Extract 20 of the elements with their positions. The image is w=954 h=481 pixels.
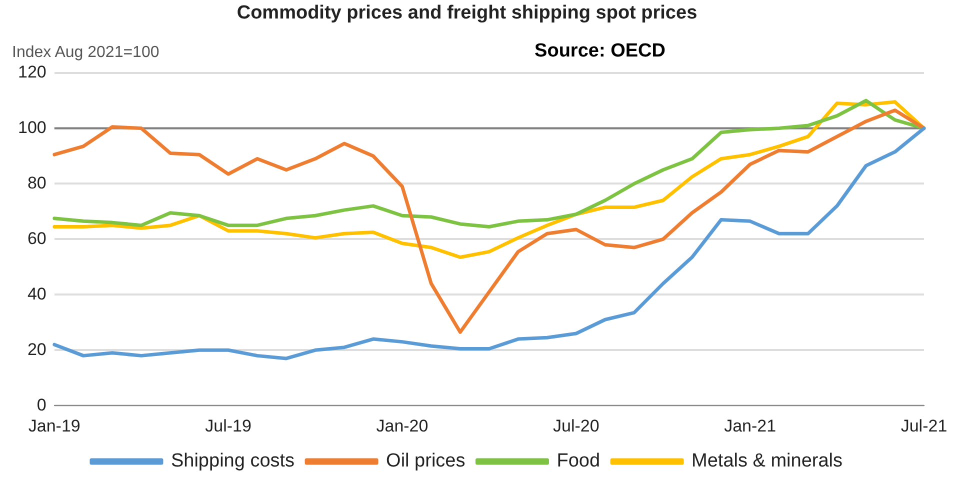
x-tick-label: Jan-19 — [28, 416, 80, 436]
legend-label: Metals & minerals — [692, 450, 843, 472]
x-tick-label: Jan-20 — [376, 416, 428, 436]
legend-label: Shipping costs — [170, 450, 295, 472]
y-tick-label: 100 — [18, 118, 46, 137]
x-tick-label: Jul-21 — [900, 416, 948, 436]
y-tick-label: 80 — [27, 173, 46, 192]
y-tick-label: 20 — [27, 340, 46, 359]
y-tick-label: 120 — [18, 62, 46, 82]
chart-title: Commodity prices and freight shipping spot prices — [236, 2, 698, 24]
x-tick-label: Jul-20 — [552, 416, 600, 436]
legend-label: Food — [556, 450, 600, 472]
y-tick-label: 0 — [36, 395, 46, 414]
y-tick-label: 40 — [27, 284, 46, 304]
x-tick-label: Jan-21 — [724, 416, 776, 436]
y-axis-title: Index Aug 2021=100 — [12, 44, 160, 62]
y-tick-label: 60 — [27, 228, 46, 248]
legend-label: Oil prices — [386, 450, 466, 472]
x-tick-label: Jul-19 — [205, 416, 252, 436]
source-note: Source: OECD — [534, 40, 666, 62]
